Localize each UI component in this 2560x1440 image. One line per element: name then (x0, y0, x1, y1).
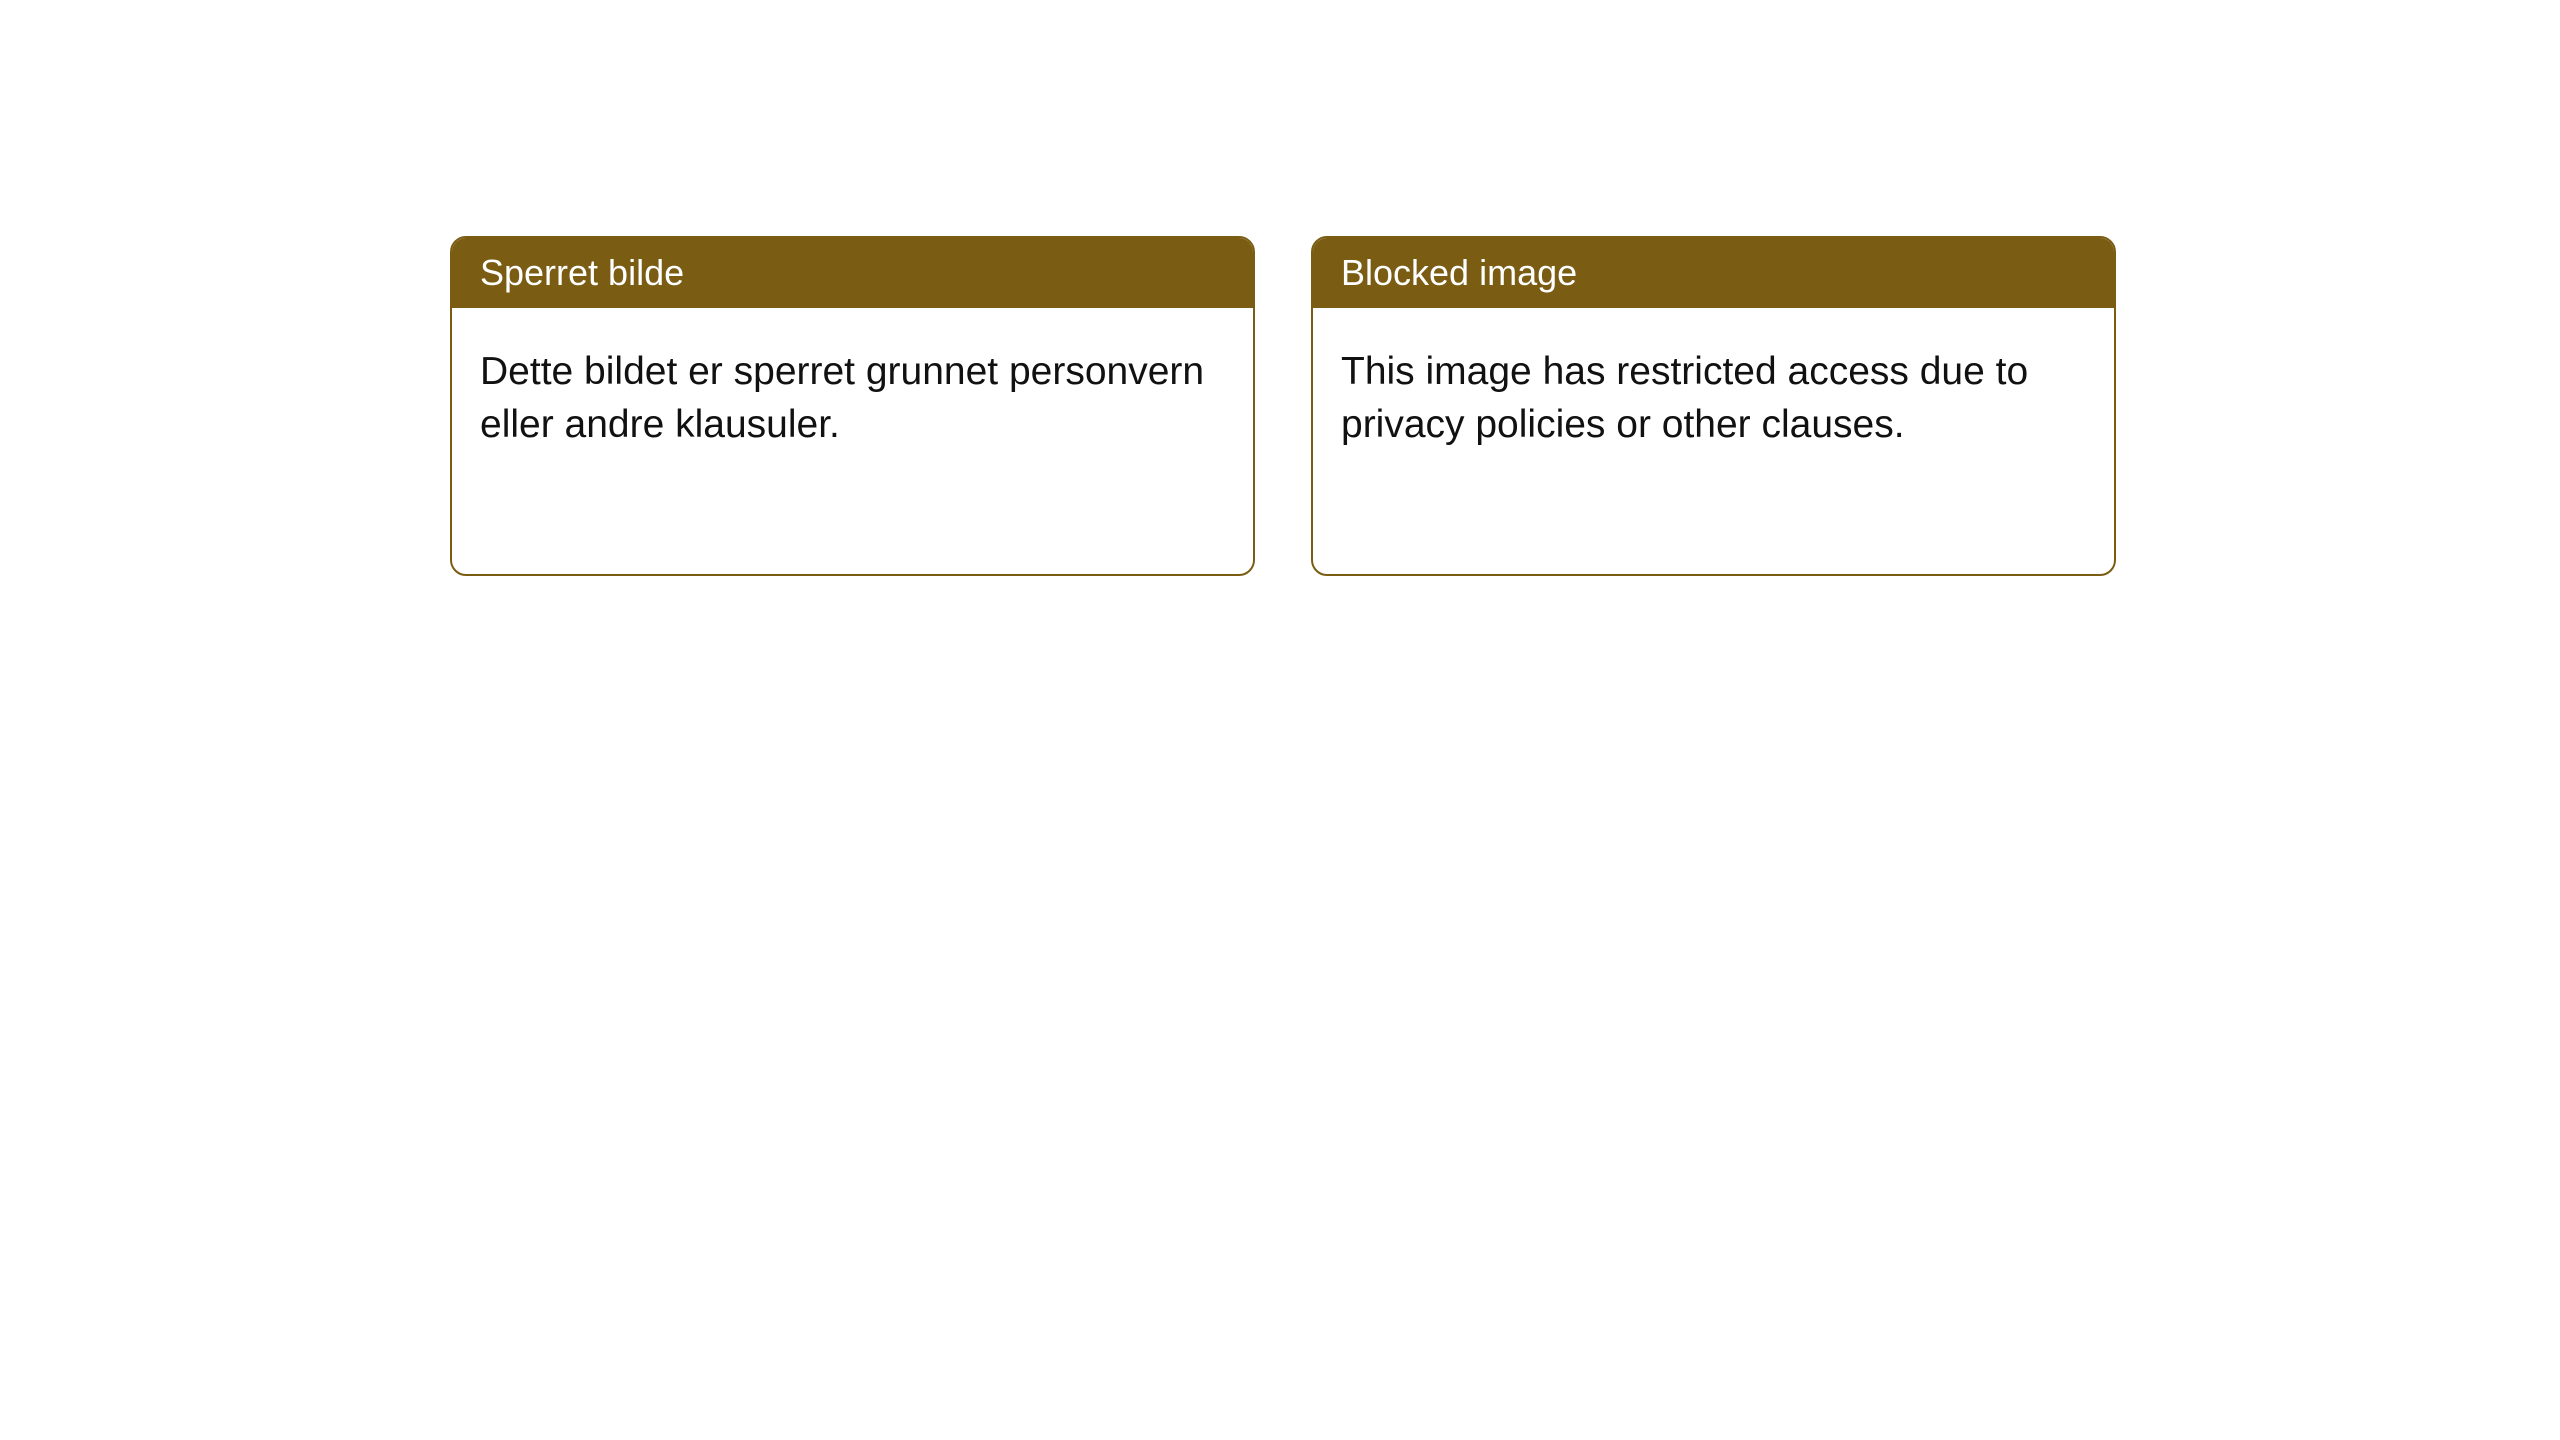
card-text-english: This image has restricted access due to … (1341, 350, 2028, 446)
card-body-norwegian: Dette bildet er sperret grunnet personve… (452, 308, 1253, 489)
blocked-image-card-norwegian: Sperret bilde Dette bildet er sperret gr… (450, 236, 1255, 576)
card-header-english: Blocked image (1313, 238, 2114, 308)
card-header-norwegian: Sperret bilde (452, 238, 1253, 308)
blocked-image-card-english: Blocked image This image has restricted … (1311, 236, 2116, 576)
card-body-english: This image has restricted access due to … (1313, 308, 2114, 489)
card-title-norwegian: Sperret bilde (480, 252, 684, 293)
cards-container: Sperret bilde Dette bildet er sperret gr… (0, 0, 2560, 576)
card-title-english: Blocked image (1341, 252, 1577, 293)
card-text-norwegian: Dette bildet er sperret grunnet personve… (480, 350, 1204, 446)
